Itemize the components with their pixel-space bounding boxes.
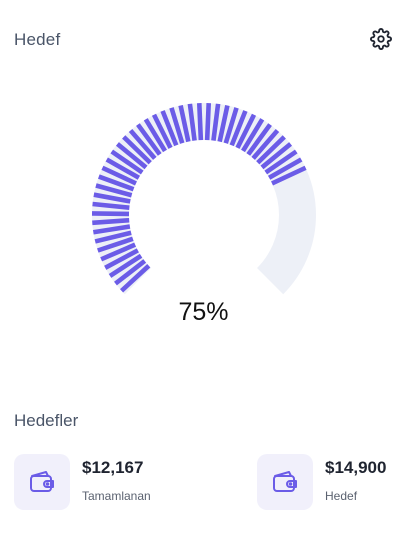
completed-stat-card: $12,167 Tamamlanan: [14, 454, 151, 512]
completed-label: Tamamlanan: [82, 489, 151, 503]
gauge-tick: [169, 107, 185, 144]
gauge-tick: [204, 103, 212, 141]
gauge-tick: [104, 248, 139, 270]
gauge-tick: [235, 113, 257, 149]
gauge-tick: [160, 110, 179, 147]
gauge-tick: [136, 123, 162, 156]
gauge-tick: [211, 103, 221, 141]
wallet-icon-box: [14, 454, 70, 510]
page-title: Hedef: [14, 30, 61, 49]
gauge-tick: [91, 211, 130, 217]
gauge-tick: [256, 135, 286, 165]
target-value: $14,900: [325, 458, 387, 477]
gauge-tick: [271, 165, 307, 186]
gauge-tick: [101, 165, 137, 186]
gauge-tick: [95, 183, 133, 198]
gauge-tick: [187, 103, 197, 141]
gauge-tick: [97, 236, 134, 253]
gauge-tick: [93, 192, 131, 204]
gauge-tick: [229, 110, 248, 147]
gauge-tick: [251, 128, 280, 160]
gauge-tick: [223, 107, 239, 144]
gauge-tick: [92, 217, 130, 226]
gauge-tick: [114, 259, 147, 286]
gauge-tick: [246, 123, 272, 156]
gauge-tick: [115, 142, 148, 170]
progress-percent: 75%: [178, 298, 229, 326]
gauge-tick: [122, 135, 152, 165]
goals-section-title: Hedefler: [14, 411, 79, 430]
gauge-tick: [264, 149, 298, 175]
gauge-tick: [100, 242, 137, 262]
gauge-tick: [260, 142, 293, 170]
gauge-tick: [94, 230, 132, 244]
gauge-tick: [178, 104, 191, 143]
gauge-tick: [267, 157, 303, 180]
gauge-tick: [196, 103, 204, 141]
settings-button[interactable]: [370, 28, 392, 50]
gauge-fill: [91, 103, 307, 293]
gear-icon: [370, 28, 392, 50]
gauge-tick: [217, 104, 230, 143]
wallet-icon: [273, 471, 297, 492]
gauge-tick: [110, 149, 144, 175]
wallet-icon-box: [257, 454, 313, 510]
gauge-tick: [143, 118, 167, 153]
gauge-tick: [98, 174, 135, 192]
gauge-tick: [108, 253, 143, 278]
gauge-tick: [105, 157, 141, 180]
target-label: Hedef: [325, 489, 358, 503]
wallet-icon: [30, 471, 54, 492]
target-stat-card: $14,900 Hedef: [257, 454, 386, 512]
gauge-tick: [119, 264, 151, 293]
gauge-tick: [92, 224, 131, 235]
completed-value: $12,167: [82, 458, 144, 477]
progress-gauge: [91, 103, 316, 295]
gauge-tick: [151, 113, 173, 149]
gauge-tick: [128, 128, 157, 160]
gauge-tick: [241, 118, 265, 153]
gauge-tick: [92, 201, 130, 210]
